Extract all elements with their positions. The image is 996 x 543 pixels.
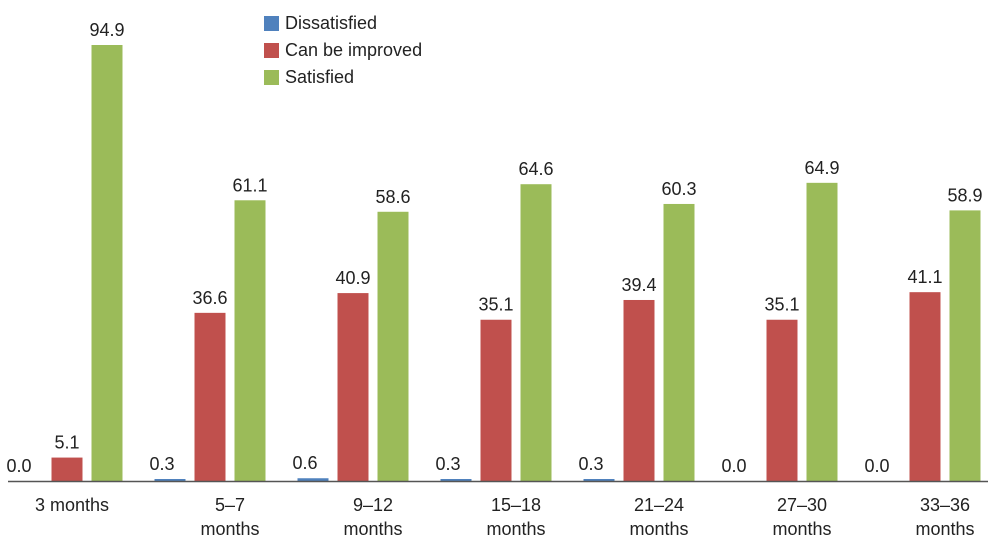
x-tick-label-4-0: 21–24 xyxy=(634,495,684,515)
value-label-can-be-improved-4: 39.4 xyxy=(621,275,656,295)
bar-satisfied-0 xyxy=(91,45,123,481)
value-label-can-be-improved-5: 35.1 xyxy=(764,295,799,315)
legend-swatch-dissatisfied xyxy=(264,16,279,31)
x-tick-label-3-1: months xyxy=(486,519,545,539)
value-label-satisfied-6: 58.9 xyxy=(947,185,982,205)
value-label-satisfied-2: 58.6 xyxy=(375,187,410,207)
bar-can-be-improved-4 xyxy=(623,299,655,481)
x-tick-label-2-1: months xyxy=(343,519,402,539)
value-label-dissatisfied-2: 0.6 xyxy=(292,453,317,473)
bar-dissatisfied-2 xyxy=(297,478,329,481)
bar-dissatisfied-4 xyxy=(583,479,615,481)
bar-can-be-improved-0 xyxy=(51,457,83,481)
value-label-can-be-improved-0: 5.1 xyxy=(54,433,79,453)
x-tick-label-2-0: 9–12 xyxy=(353,495,393,515)
value-label-can-be-improved-1: 36.6 xyxy=(192,288,227,308)
bar-can-be-improved-5 xyxy=(766,319,798,481)
x-tick-label-4-1: months xyxy=(629,519,688,539)
value-label-dissatisfied-5: 0.0 xyxy=(721,456,746,476)
x-tick-label-5-1: months xyxy=(772,519,831,539)
bar-can-be-improved-2 xyxy=(337,293,369,481)
value-label-dissatisfied-0: 0.0 xyxy=(6,456,31,476)
bar-satisfied-5 xyxy=(806,182,838,482)
value-label-dissatisfied-6: 0.0 xyxy=(864,456,889,476)
x-tick-label-6-1: months xyxy=(915,519,974,539)
value-label-dissatisfied-3: 0.3 xyxy=(435,454,460,474)
bar-can-be-improved-3 xyxy=(480,319,512,481)
legend: Dissatisfied Can be improved Satisfied xyxy=(264,10,422,91)
bar-satisfied-1 xyxy=(234,200,266,482)
value-label-satisfied-4: 60.3 xyxy=(661,179,696,199)
bars-group xyxy=(51,45,981,482)
value-label-can-be-improved-3: 35.1 xyxy=(478,295,513,315)
x-tick-label-1-1: months xyxy=(200,519,259,539)
bar-satisfied-2 xyxy=(377,211,409,482)
x-tick-label-5-0: 27–30 xyxy=(777,495,827,515)
x-tick-label-0-0: 3 months xyxy=(35,495,109,515)
legend-label-satisfied: Satisfied xyxy=(285,67,355,87)
x-tick-label-6-0: 33–36 xyxy=(920,495,970,515)
bar-satisfied-6 xyxy=(949,210,981,482)
legend-label-dissatisfied: Dissatisfied xyxy=(285,13,378,33)
value-label-can-be-improved-6: 41.1 xyxy=(907,267,942,287)
bar-dissatisfied-3 xyxy=(440,479,472,481)
x-tick-label-1-0: 5–7 xyxy=(215,495,245,515)
value-label-dissatisfied-1: 0.3 xyxy=(149,454,174,474)
x-tick-labels-group: 3 months 5–7 months 9–12 months 15–18 months 21… xyxy=(35,495,975,539)
value-label-satisfied-5: 64.9 xyxy=(804,158,839,178)
bar-can-be-improved-1 xyxy=(194,312,226,481)
x-tick-label-3-0: 15–18 xyxy=(491,495,541,515)
bar-satisfied-3 xyxy=(520,184,552,481)
legend-label-can-be-improved: Can be improved xyxy=(285,40,423,60)
value-labels-group: 0.0 5.1 94.9 0.3 36.6 61.1 0.6 40.9 58.6 0.3 35.1 6… xyxy=(6,20,982,476)
legend-item-can-be-improved: Can be improved xyxy=(264,37,422,64)
bar-satisfied-4 xyxy=(663,203,695,481)
legend-item-dissatisfied: Dissatisfied xyxy=(264,10,422,37)
legend-item-satisfied: Satisfied xyxy=(264,64,422,91)
legend-swatch-can-be-improved xyxy=(264,43,279,58)
value-label-can-be-improved-2: 40.9 xyxy=(335,268,370,288)
bar-can-be-improved-6 xyxy=(909,292,941,481)
legend-swatch-satisfied xyxy=(264,70,279,85)
value-label-satisfied-0: 94.9 xyxy=(89,20,124,40)
value-label-dissatisfied-4: 0.3 xyxy=(578,454,603,474)
bar-dissatisfied-1 xyxy=(154,479,186,481)
value-label-satisfied-1: 61.1 xyxy=(232,175,267,195)
value-label-satisfied-3: 64.6 xyxy=(518,159,553,179)
